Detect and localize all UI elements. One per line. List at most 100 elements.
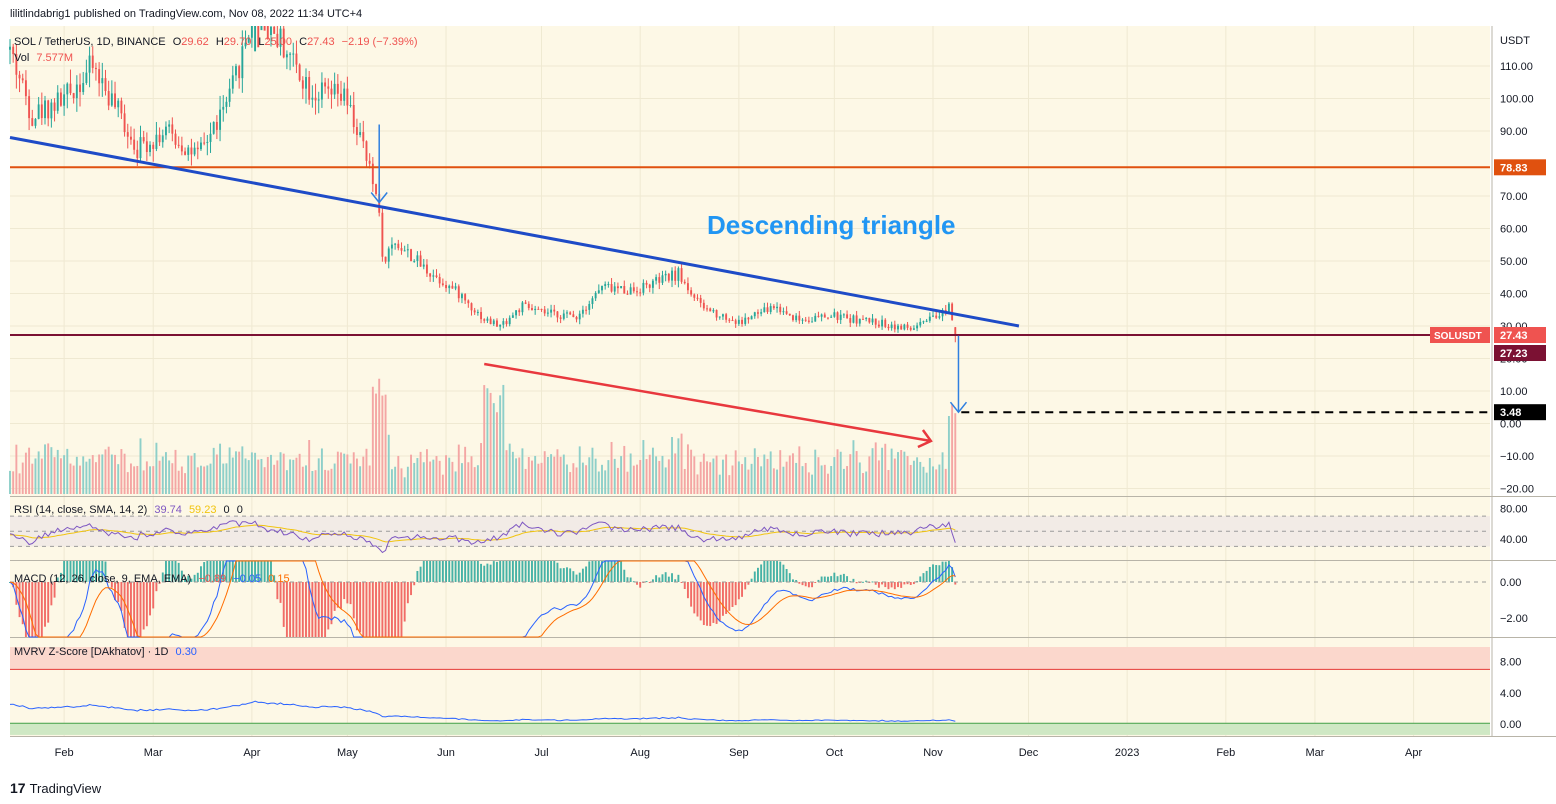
macd-histogram-bar [699, 582, 702, 621]
candle-body [355, 127, 358, 135]
candle-body [155, 134, 158, 149]
tradingview-brand[interactable]: 17 TradingView [10, 780, 101, 796]
candle-body [110, 93, 113, 106]
candle-body [737, 319, 740, 324]
volume-bar [801, 466, 804, 494]
volume-bar [473, 467, 476, 494]
macd-histogram-bar [480, 563, 483, 582]
symbol-label[interactable]: SOL / TetherUS, 1D, BINANCE [14, 36, 166, 48]
macd-histogram-bar [50, 582, 53, 606]
macd-histogram-bar [639, 582, 642, 588]
macd-histogram-bar [801, 582, 804, 586]
volume-bar [21, 462, 24, 494]
macd-histogram-bar [40, 582, 43, 637]
rsi-legend[interactable]: RSI (14, close, SMA, 14, 2) 39.74 59.23 … [14, 504, 247, 516]
volume-bar [28, 447, 31, 494]
volume-bar [903, 451, 906, 494]
volume-bar [317, 458, 320, 494]
macd-histogram-bar [470, 561, 473, 582]
macd-tick-label: −2.00 [1500, 613, 1528, 625]
candle-body [572, 314, 575, 318]
candle-body [658, 277, 661, 283]
volume-bar [403, 477, 406, 494]
volume-bar [270, 454, 272, 494]
candle-body [136, 149, 139, 159]
brand-name: TradingView [29, 780, 102, 796]
macd-histogram-bar [632, 581, 635, 583]
macd-histogram-bar [540, 561, 543, 582]
candle-body [636, 291, 638, 293]
candle-body [954, 327, 957, 335]
macd-histogram-bar [158, 582, 161, 584]
volume-bar [862, 473, 864, 494]
candle-body [200, 142, 202, 150]
candle-body [238, 66, 241, 79]
candle-body [734, 320, 737, 324]
rsi-extra-1: 0 [223, 504, 230, 516]
volume-bar [890, 448, 893, 494]
candle-body [400, 248, 403, 251]
volume-bar [855, 451, 858, 494]
mvrv-overvalued-zone [10, 647, 1490, 670]
mvrv-tick-label: 4.00 [1500, 688, 1521, 700]
support-badge: 27.23 [1500, 348, 1528, 360]
candle-body [40, 104, 43, 119]
candle-body [760, 312, 763, 314]
macd-histogram-bar [725, 582, 728, 614]
macd-histogram-bar [422, 561, 425, 582]
macd-histogram-bar [448, 561, 451, 582]
candle-body [270, 26, 272, 36]
candle-body [454, 286, 457, 289]
volume-bar [155, 442, 158, 494]
candle-body [823, 314, 826, 318]
candle-body [359, 132, 362, 135]
macd-legend[interactable]: MACD (12, 26, close, 9, EMA, EMA) −0.89 … [14, 573, 294, 585]
candle-body [461, 294, 463, 299]
volume-bar [664, 467, 667, 494]
candle-body [731, 320, 734, 322]
macd-histogram-bar [569, 568, 572, 582]
volume-bar [858, 462, 861, 494]
volume-bar [718, 474, 721, 494]
volume-bar [782, 466, 785, 494]
volume-bar [257, 459, 260, 494]
macd-histogram-bar [193, 574, 196, 582]
volume-bar [343, 453, 346, 494]
macd-histogram-bar [925, 570, 928, 582]
mvrv-legend[interactable]: MVRV Z-Score [DAkhatov] · 1D 0.30 [14, 646, 201, 658]
volume-bar [59, 458, 62, 494]
candle-body [667, 273, 670, 281]
volume-bar [244, 458, 247, 494]
volume-bar [830, 466, 833, 494]
candle-body [215, 121, 218, 130]
volume-bar [502, 384, 505, 494]
volume-bar [919, 461, 922, 494]
volume-bar [225, 463, 228, 494]
macd-histogram-bar [91, 561, 94, 582]
macd-histogram-bar [110, 582, 113, 588]
volume-bar [349, 463, 352, 494]
macd-histogram-bar [954, 582, 957, 585]
candle-body [690, 290, 693, 295]
macd-histogram-bar [674, 579, 677, 582]
candle-body [951, 303, 954, 320]
rsi-extra-2: 0 [236, 504, 243, 516]
candle-body [569, 312, 572, 315]
candle-body [629, 287, 632, 295]
candle-body [69, 83, 72, 94]
volume-bar [683, 468, 686, 494]
macd-histogram-bar [327, 582, 330, 630]
macd-histogram-bar [585, 566, 588, 582]
support-badge-bg [1494, 345, 1546, 362]
candle-body [91, 55, 94, 68]
macd-histogram-bar [731, 582, 734, 607]
volume-bar [98, 454, 101, 494]
macd-histogram-bar [486, 563, 489, 582]
candle-body [601, 285, 603, 291]
volume-bar [24, 452, 27, 494]
candle-body [839, 314, 842, 320]
candle-body [578, 313, 581, 320]
candle-body [15, 54, 18, 75]
macd-histogram-bar [75, 561, 78, 582]
